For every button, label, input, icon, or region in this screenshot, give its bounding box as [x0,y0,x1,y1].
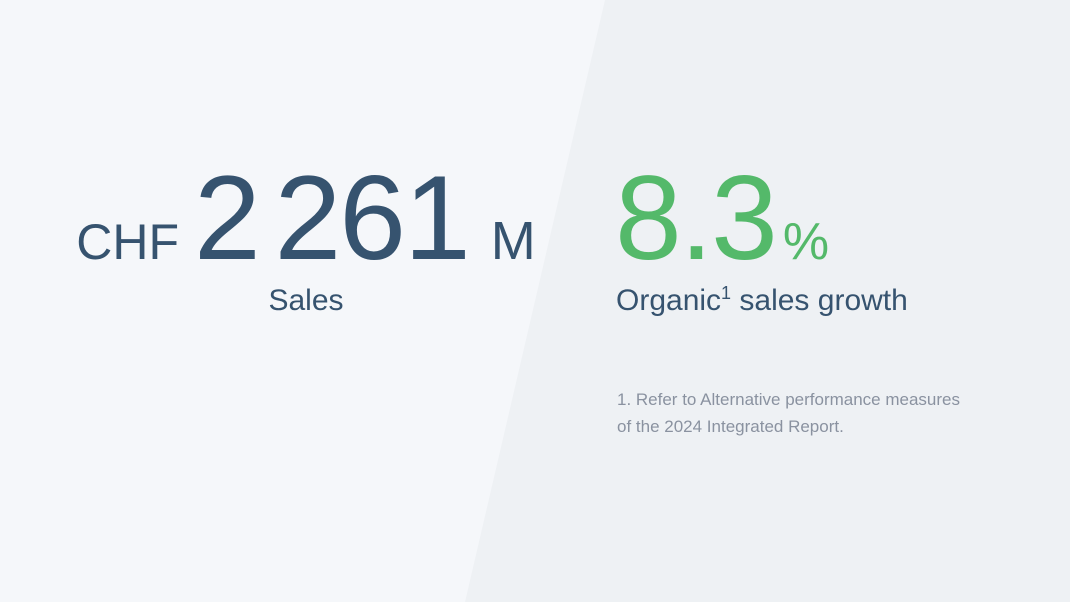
footnote: 1. Refer to Alternative performance meas… [617,386,960,440]
sales-unit-label: M [490,211,536,271]
footnote-line-1: 1. Refer to Alternative performance meas… [617,390,960,409]
footnote-marker: 1 [721,283,732,303]
sales-stat-row: CHF 2 261 M [0,158,612,278]
organic-growth-value: 8.3 [615,151,778,285]
organic-growth-unit-label: % [782,213,830,271]
organic-growth-label-suffix: sales growth [731,284,908,317]
sales-currency-label: CHF [76,214,180,270]
footnote-line-2: of the 2024 Integrated Report. [617,417,844,436]
organic-growth-label-prefix: Organic [616,284,722,317]
sales-label: Sales [268,284,344,317]
organic-growth-label: Organic1 sales growth [616,284,908,317]
organic-growth-stat-row: 8.3 % [615,158,829,278]
sales-value: 2 261 [194,151,471,285]
